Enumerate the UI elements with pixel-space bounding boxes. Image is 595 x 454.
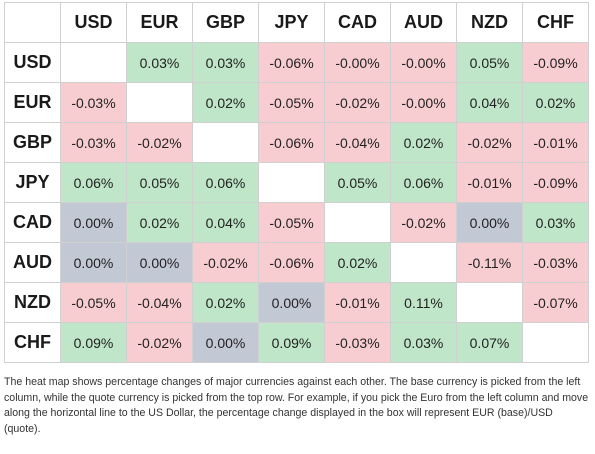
base-currency-nzd: NZD	[4, 282, 61, 323]
heatmap-row-eur: EUR -0.03% 0.02% -0.05% -0.02% -0.00% 0.04% 0.0…	[4, 82, 589, 123]
heatmap-cell-jpy-jpy	[258, 162, 325, 203]
heatmap-cell-aud-cad: 0.02%	[324, 242, 391, 283]
heatmap-cell-gbp-nzd: -0.02%	[456, 122, 523, 163]
heatmap-cell-aud-chf: -0.03%	[522, 242, 589, 283]
heatmap-row-gbp: GBP -0.03% -0.02% -0.06% -0.04% 0.02% -0.02% -0…	[4, 122, 589, 163]
heatmap-cell-gbp-eur: -0.02%	[126, 122, 193, 163]
heatmap-cell-usd-jpy: -0.06%	[258, 42, 325, 83]
heatmap-cell-nzd-aud: 0.11%	[390, 282, 457, 323]
heatmap-cell-eur-gbp: 0.02%	[192, 82, 259, 123]
base-currency-aud: AUD	[4, 242, 61, 283]
currency-heatmap: USD EUR GBP JPY CAD AUD NZD CHF USD 0.03% 0.03% -0…	[4, 2, 589, 363]
heatmap-cell-gbp-chf: -0.01%	[522, 122, 589, 163]
heatmap-cell-usd-nzd: 0.05%	[456, 42, 523, 83]
base-currency-chf: CHF	[4, 322, 61, 363]
heatmap-cell-jpy-nzd: -0.01%	[456, 162, 523, 203]
heatmap-cell-usd-cad: -0.00%	[324, 42, 391, 83]
quote-currency-aud: AUD	[390, 2, 457, 43]
heatmap-row-aud: AUD 0.00% 0.00% -0.02% -0.06% 0.02% -0.11% -0.0…	[4, 242, 589, 283]
heatmap-cell-nzd-chf: -0.07%	[522, 282, 589, 323]
heatmap-cell-usd-gbp: 0.03%	[192, 42, 259, 83]
heatmap-cell-usd-eur: 0.03%	[126, 42, 193, 83]
heatmap-cell-aud-jpy: -0.06%	[258, 242, 325, 283]
heatmap-cell-eur-chf: 0.02%	[522, 82, 589, 123]
heatmap-cell-cad-aud: -0.02%	[390, 202, 457, 243]
heatmap-cell-nzd-cad: -0.01%	[324, 282, 391, 323]
heatmap-cell-gbp-jpy: -0.06%	[258, 122, 325, 163]
heatmap-cell-nzd-usd: -0.05%	[60, 282, 127, 323]
heatmap-row-jpy: JPY 0.06% 0.05% 0.06% 0.05% 0.06% -0.01% -0.09%	[4, 162, 589, 203]
heatmap-cell-eur-jpy: -0.05%	[258, 82, 325, 123]
quote-currency-chf: CHF	[522, 2, 589, 43]
corner-cell	[4, 2, 61, 43]
heatmap-cell-eur-usd: -0.03%	[60, 82, 127, 123]
base-currency-eur: EUR	[4, 82, 61, 123]
heatmap-cell-usd-usd	[60, 42, 127, 83]
heatmap-cell-eur-eur	[126, 82, 193, 123]
heatmap-cell-gbp-gbp	[192, 122, 259, 163]
heatmap-cell-eur-aud: -0.00%	[390, 82, 457, 123]
heatmap-cell-cad-eur: 0.02%	[126, 202, 193, 243]
heatmap-cell-cad-gbp: 0.04%	[192, 202, 259, 243]
heatmap-cell-nzd-eur: -0.04%	[126, 282, 193, 323]
base-currency-usd: USD	[4, 42, 61, 83]
heatmap-cell-cad-cad	[324, 202, 391, 243]
heatmap-cell-aud-aud	[390, 242, 457, 283]
heatmap-cell-jpy-gbp: 0.06%	[192, 162, 259, 203]
heatmap-cell-gbp-aud: 0.02%	[390, 122, 457, 163]
heatmap-cell-cad-usd: 0.00%	[60, 202, 127, 243]
heatmap-cell-aud-nzd: -0.11%	[456, 242, 523, 283]
heatmap-cell-chf-aud: 0.03%	[390, 322, 457, 363]
heatmap-row-chf: CHF 0.09% -0.02% 0.00% 0.09% -0.03% 0.03% 0.07%	[4, 322, 589, 363]
heatmap-cell-usd-aud: -0.00%	[390, 42, 457, 83]
heatmap-cell-chf-chf	[522, 322, 589, 363]
heatmap-cell-nzd-nzd	[456, 282, 523, 323]
heatmap-cell-nzd-jpy: 0.00%	[258, 282, 325, 323]
heatmap-cell-usd-chf: -0.09%	[522, 42, 589, 83]
quote-currency-usd: USD	[60, 2, 127, 43]
heatmap-caption: The heat map shows percentage changes of…	[4, 376, 589, 435]
heatmap-cell-cad-nzd: 0.00%	[456, 202, 523, 243]
heatmap-cell-jpy-aud: 0.06%	[390, 162, 457, 203]
heatmap-row-usd: USD 0.03% 0.03% -0.06% -0.00% -0.00% 0.05% -0.0…	[4, 42, 589, 83]
heatmap-cell-gbp-cad: -0.04%	[324, 122, 391, 163]
quote-currency-gbp: GBP	[192, 2, 259, 43]
heatmap-cell-eur-nzd: 0.04%	[456, 82, 523, 123]
heatmap-cell-jpy-eur: 0.05%	[126, 162, 193, 203]
heatmap-cell-cad-jpy: -0.05%	[258, 202, 325, 243]
heatmap-cell-chf-nzd: 0.07%	[456, 322, 523, 363]
heatmap-cell-aud-usd: 0.00%	[60, 242, 127, 283]
heatmap-cell-aud-gbp: -0.02%	[192, 242, 259, 283]
heatmap-body: USD 0.03% 0.03% -0.06% -0.00% -0.00% 0.05% -0.0…	[4, 42, 589, 363]
heatmap-cell-jpy-usd: 0.06%	[60, 162, 127, 203]
quote-currency-jpy: JPY	[258, 2, 325, 43]
heatmap-cell-chf-usd: 0.09%	[60, 322, 127, 363]
quote-currency-nzd: NZD	[456, 2, 523, 43]
heatmap-row-nzd: NZD -0.05% -0.04% 0.02% 0.00% -0.01% 0.11% -0.0…	[4, 282, 589, 323]
heatmap-cell-chf-eur: -0.02%	[126, 322, 193, 363]
heatmap-cell-eur-cad: -0.02%	[324, 82, 391, 123]
quote-currency-header-row: USD EUR GBP JPY CAD AUD NZD CHF	[4, 2, 589, 43]
heatmap-row-cad: CAD 0.00% 0.02% 0.04% -0.05% -0.02% 0.00% 0.03%	[4, 202, 589, 243]
base-currency-jpy: JPY	[4, 162, 61, 203]
heatmap-cell-cad-chf: 0.03%	[522, 202, 589, 243]
heatmap-cell-chf-jpy: 0.09%	[258, 322, 325, 363]
heatmap-cell-chf-gbp: 0.00%	[192, 322, 259, 363]
heatmap-cell-jpy-cad: 0.05%	[324, 162, 391, 203]
heatmap-cell-jpy-chf: -0.09%	[522, 162, 589, 203]
heatmap-cell-aud-eur: 0.00%	[126, 242, 193, 283]
heatmap-cell-nzd-gbp: 0.02%	[192, 282, 259, 323]
heatmap-cell-gbp-usd: -0.03%	[60, 122, 127, 163]
heatmap-cell-chf-cad: -0.03%	[324, 322, 391, 363]
base-currency-gbp: GBP	[4, 122, 61, 163]
quote-currency-eur: EUR	[126, 2, 193, 43]
base-currency-cad: CAD	[4, 202, 61, 243]
quote-currency-cad: CAD	[324, 2, 391, 43]
